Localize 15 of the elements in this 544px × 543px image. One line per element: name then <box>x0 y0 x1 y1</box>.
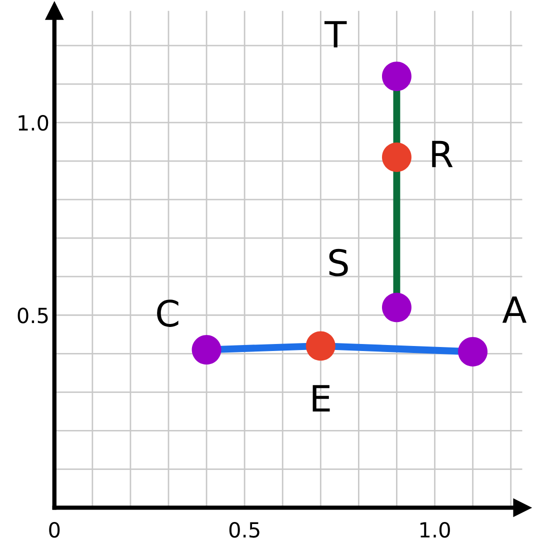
annotation: R <box>432 140 453 168</box>
annotation: C <box>157 300 178 327</box>
point <box>192 335 222 365</box>
x-tick-label: 0 <box>49 522 60 538</box>
point <box>382 142 412 172</box>
point <box>458 336 488 366</box>
annotation: A <box>502 296 527 323</box>
point <box>306 331 336 361</box>
x-tick-label: 1.0 <box>420 522 450 538</box>
point <box>382 292 412 322</box>
annotation: T <box>324 21 347 48</box>
annotation: E <box>312 385 330 412</box>
point <box>382 62 412 92</box>
x-tick-label: 0.5 <box>229 522 260 538</box>
annotation: S <box>329 248 348 276</box>
